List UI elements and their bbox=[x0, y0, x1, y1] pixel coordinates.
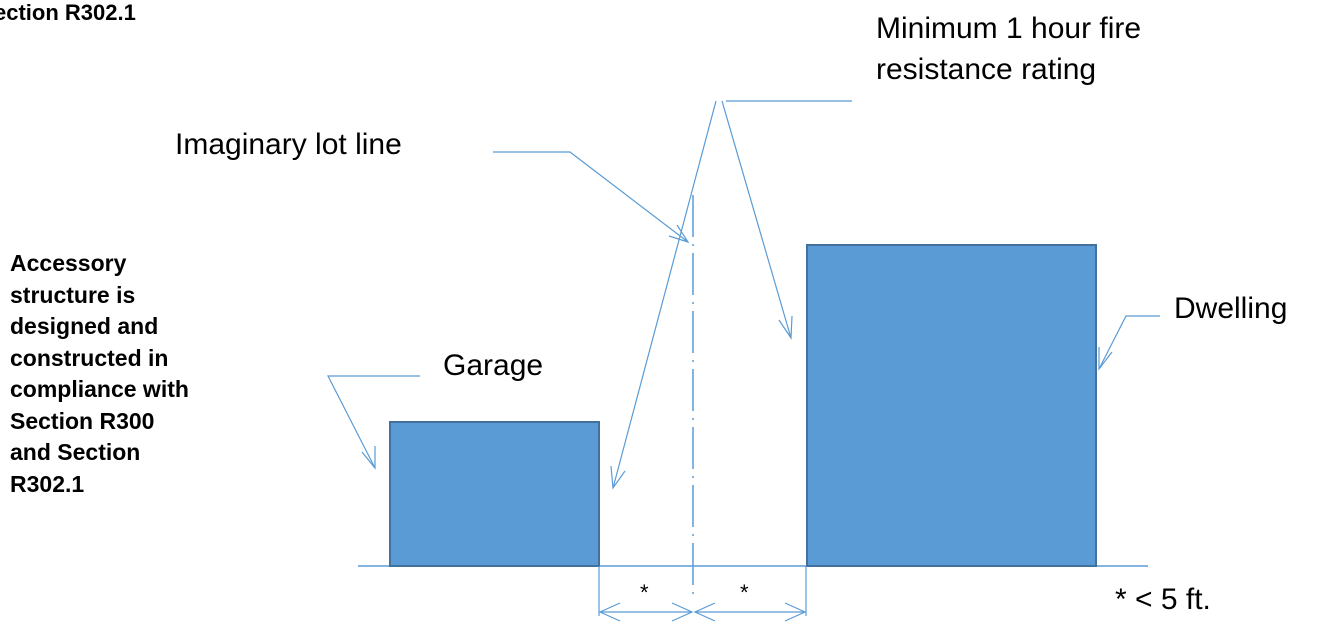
fire-rating-leader-to-garage bbox=[612, 100, 717, 489]
lot-line-label: Imaginary lot line bbox=[175, 128, 402, 161]
dimension-arrow-right-head-a bbox=[693, 602, 716, 622]
dwelling-leader-arrowhead bbox=[1098, 347, 1113, 371]
lot-line-leader bbox=[493, 151, 689, 243]
accessory-structure-note: Accessory structure is designed and cons… bbox=[10, 250, 189, 497]
garage-label: Garage bbox=[443, 349, 544, 382]
dwelling-label: Dwelling bbox=[1174, 292, 1288, 325]
dimension-arrow-left-head-a bbox=[598, 602, 621, 622]
fire-rating-leader-to-dwelling bbox=[721, 100, 792, 339]
garage-leader bbox=[327, 375, 420, 469]
lot-line-leader-arrowhead bbox=[668, 224, 690, 244]
fire-rating-dwelling-arrowhead bbox=[778, 315, 793, 340]
garage-shape bbox=[389, 421, 600, 567]
separation-footnote: * < 5 ft. bbox=[1115, 583, 1211, 616]
dimension-arrow-right-head-b bbox=[784, 602, 807, 622]
separation-marker-left: * bbox=[640, 580, 649, 605]
fire-rating-label: Minimum 1 hour fire resistance rating bbox=[876, 12, 1142, 86]
separation-marker-right: * bbox=[740, 580, 749, 605]
dimension-arrow-left-head-b bbox=[671, 602, 694, 622]
fire-rating-garage-arrowhead bbox=[610, 465, 626, 490]
section-heading: ection R302.1 bbox=[0, 0, 136, 25]
garage-leader-arrowhead bbox=[361, 446, 376, 470]
dwelling-leader bbox=[1098, 315, 1160, 370]
dwelling-shape bbox=[806, 244, 1097, 567]
